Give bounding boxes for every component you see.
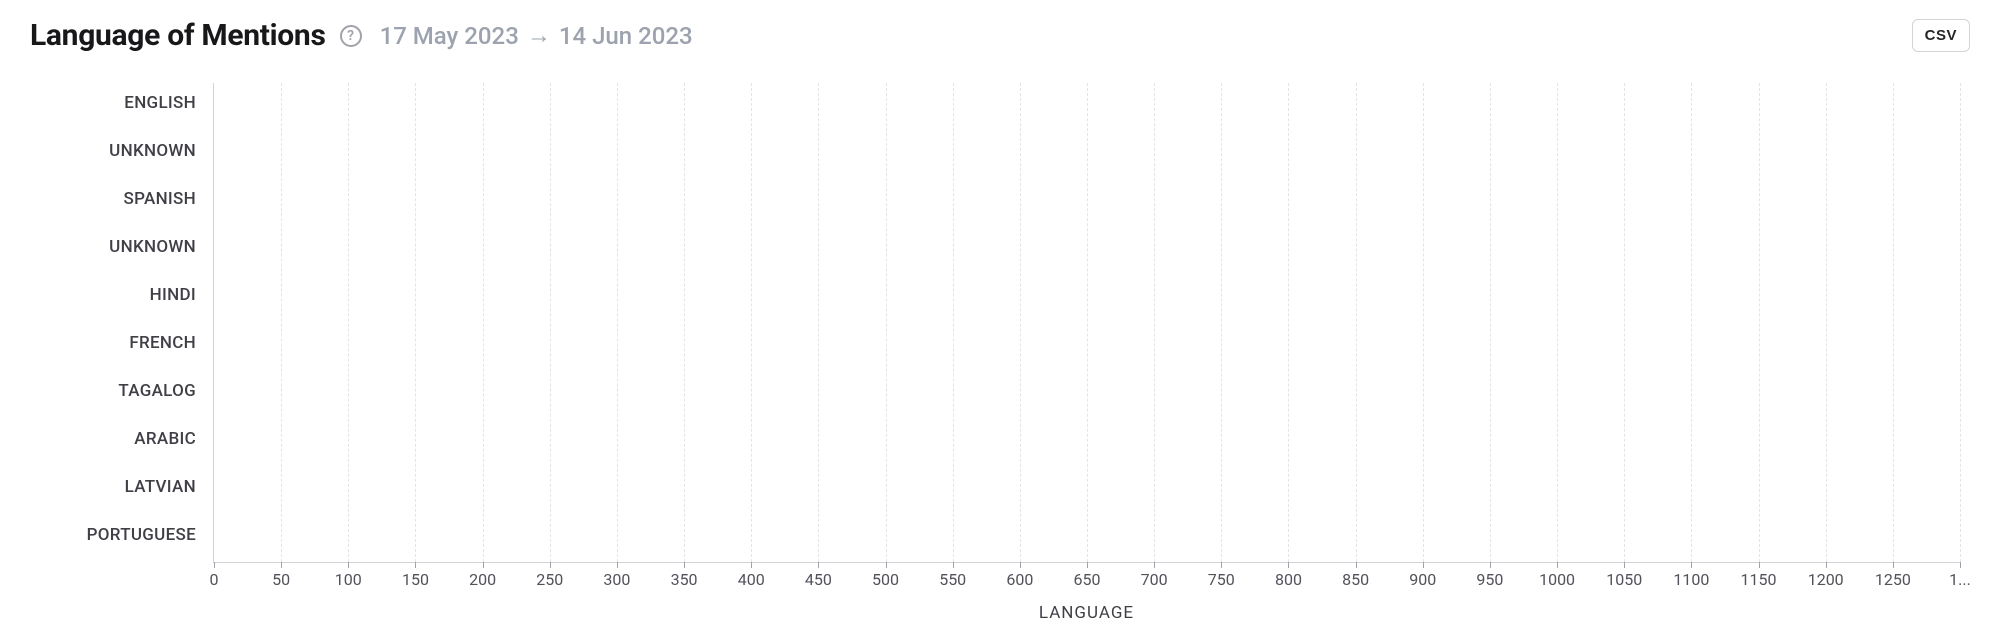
x-tick-label: 700 <box>1141 570 1168 589</box>
x-tick-label: 150 <box>402 570 429 589</box>
x-tick-label: 450 <box>805 570 832 589</box>
date-from: 17 May 2023 <box>380 22 519 50</box>
chart-panel: Language of Mentions ? 17 May 2023 → 14 … <box>0 0 2000 644</box>
gridline <box>1557 83 1558 562</box>
y-label: TAGALOG <box>118 377 214 405</box>
arrow-right-icon: → <box>527 21 551 50</box>
x-tick-label: 1... <box>1949 570 1971 589</box>
x-tick-label: 1100 <box>1673 570 1709 589</box>
gridline <box>953 83 954 562</box>
header: Language of Mentions ? 17 May 2023 → 14 … <box>30 18 1970 53</box>
x-tick-label: 1000 <box>1539 570 1575 589</box>
y-label: UNKNOWN <box>109 233 214 261</box>
chart-plot: 0501001502002503003504004505005506006507… <box>213 83 1960 563</box>
x-tick-label: 650 <box>1074 570 1101 589</box>
gridline <box>1020 83 1021 562</box>
gridline <box>1691 83 1692 562</box>
gridline <box>1624 83 1625 562</box>
gridline <box>617 83 618 562</box>
gridline <box>1960 83 1961 562</box>
x-tick-label: 200 <box>469 570 496 589</box>
gridline <box>1221 83 1222 562</box>
chart-area: 0 50 100 150 200 250 300 350 400 450 500 550 600 650 7… <box>213 83 1960 623</box>
gridline <box>483 83 484 562</box>
x-tick-label: 800 <box>1275 570 1302 589</box>
gridline <box>1759 83 1760 562</box>
y-label: LATVIAN <box>125 473 214 501</box>
y-label: ARABIC <box>134 425 214 453</box>
x-tick-label: 300 <box>603 570 630 589</box>
chart-title: Language of Mentions <box>30 18 326 53</box>
gridline <box>886 83 887 562</box>
x-tick-label: 350 <box>671 570 698 589</box>
date-to: 14 Jun 2023 <box>559 22 693 50</box>
x-tick-label: 950 <box>1476 570 1503 589</box>
y-label: ENGLISH <box>124 89 214 117</box>
x-tick-label: 850 <box>1342 570 1369 589</box>
x-tick-label: 1200 <box>1808 570 1844 589</box>
gridline <box>1154 83 1155 562</box>
x-tick-label: 50 <box>272 570 290 589</box>
x-tick-label: 900 <box>1409 570 1436 589</box>
gridline <box>684 83 685 562</box>
gridline <box>415 83 416 562</box>
gridline <box>348 83 349 562</box>
gridline <box>1423 83 1424 562</box>
y-label: PORTUGUESE <box>87 521 214 549</box>
x-tick-label: 1250 <box>1875 570 1911 589</box>
y-label: HINDI <box>150 281 214 309</box>
header-left: Language of Mentions ? 17 May 2023 → 14 … <box>30 18 693 53</box>
gridline <box>1826 83 1827 562</box>
x-tick-label: 550 <box>939 570 966 589</box>
x-tick-label: 100 <box>335 570 362 589</box>
gridline <box>1490 83 1491 562</box>
gridline <box>1356 83 1357 562</box>
gridline <box>818 83 819 562</box>
x-tick-label: 250 <box>536 570 563 589</box>
y-label: SPANISH <box>124 185 214 213</box>
y-label: UNKNOWN <box>109 137 214 165</box>
date-range: 17 May 2023 → 14 Jun 2023 <box>380 21 693 50</box>
export-csv-button[interactable]: CSV <box>1912 19 1970 52</box>
gridline <box>1288 83 1289 562</box>
x-tick-label: 400 <box>738 570 765 589</box>
x-tick-label: 0 <box>210 570 219 589</box>
x-tick-label: 1150 <box>1741 570 1777 589</box>
x-axis-title: LANGUAGE <box>213 603 1960 623</box>
x-tick-label: 500 <box>872 570 899 589</box>
gridline <box>1087 83 1088 562</box>
x-tick-label: 600 <box>1006 570 1033 589</box>
y-label: FRENCH <box>129 329 214 357</box>
gridline <box>751 83 752 562</box>
x-tick-label: 1050 <box>1606 570 1642 589</box>
help-icon[interactable]: ? <box>340 25 362 47</box>
gridline <box>281 83 282 562</box>
x-tick-label: 750 <box>1208 570 1235 589</box>
gridline <box>1893 83 1894 562</box>
gridline <box>550 83 551 562</box>
